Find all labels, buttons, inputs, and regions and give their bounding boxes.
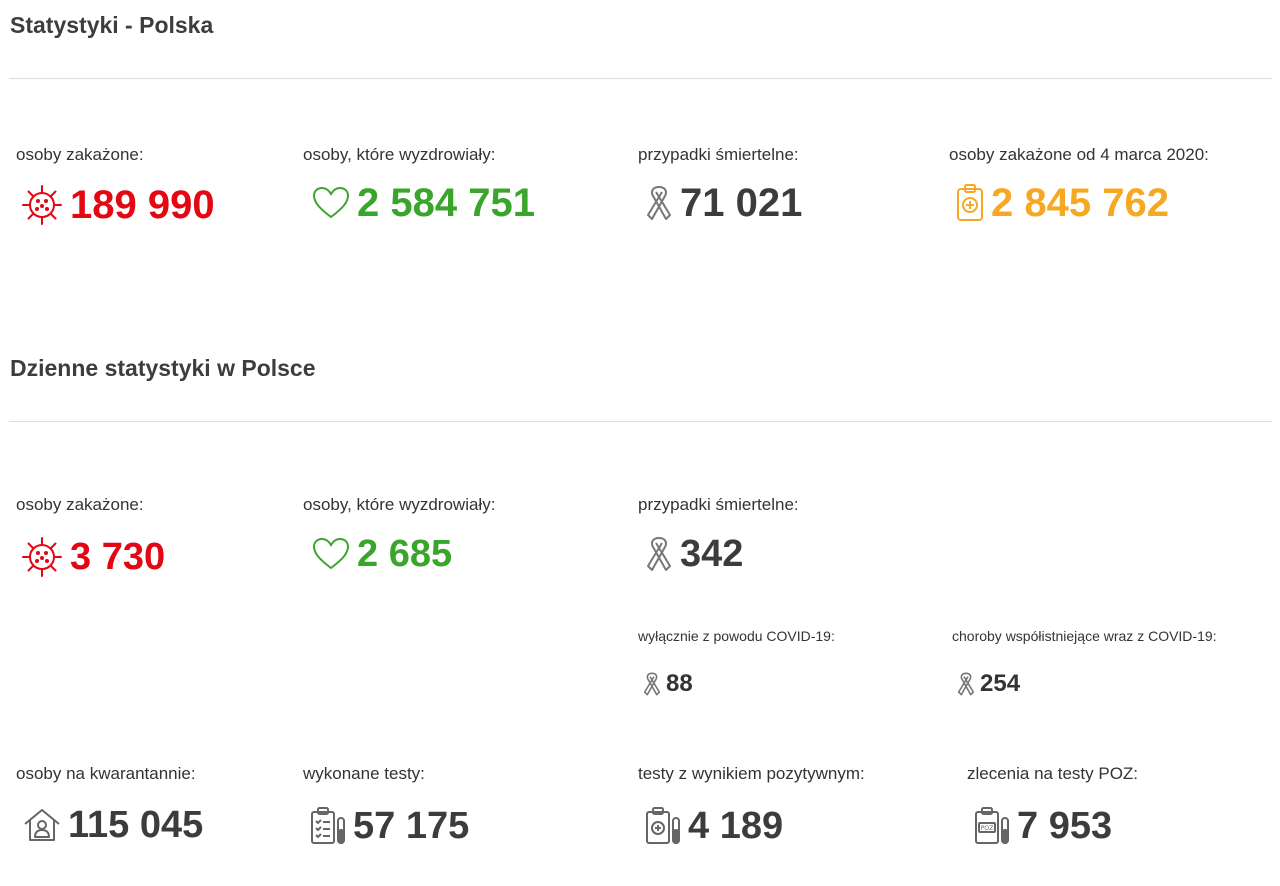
stat-label: zlecenia na testy POZ: (967, 764, 1139, 783)
stat-value: 2 685 (357, 533, 453, 575)
stat-label: testy z wynikiem pozytywnym: (638, 764, 865, 783)
virus-icon (20, 535, 64, 579)
stat-label: przypadki śmiertelne: (638, 495, 799, 514)
stat-total-recovered: osoby, które wyzdrowiały: 2 584 751 (303, 145, 535, 223)
heart-icon (311, 536, 351, 572)
stat-label: wyłącznie z powodu COVID-19: (638, 628, 835, 644)
ribbon-icon (644, 184, 674, 222)
virus-icon (20, 183, 64, 227)
stat-daily-recovered: osoby, które wyzdrowiały: 2 685 (303, 495, 495, 573)
stat-label: osoby na kwarantannie: (16, 764, 196, 783)
stat-daily-poz-orders: zlecenia na testy POZ: POZ 7 953 (967, 764, 1138, 846)
stat-daily-deaths-comorbid: choroby współistniejące wraz z COVID-19:… (952, 628, 1217, 698)
stat-value: 4 189 (688, 805, 784, 847)
test-positive-icon (644, 806, 682, 846)
stat-daily-tests: wykonane testy: 57 175 (303, 764, 469, 846)
heart-icon (311, 185, 351, 221)
stat-label: osoby, które wyzdrowiały: (303, 495, 496, 514)
stat-label: choroby współistniejące wraz z COVID-19: (952, 628, 1217, 644)
section-title-poland: Statystyki - Polska (10, 12, 214, 38)
house-person-icon (22, 807, 62, 843)
stat-daily-quarantine: osoby na kwarantannie: 115 045 (16, 764, 203, 844)
ribbon-icon (956, 671, 976, 697)
stat-value: 342 (680, 533, 744, 575)
stat-label: osoby zakażone: (16, 495, 144, 514)
ribbon-icon (644, 535, 674, 573)
stat-label: wykonane testy: (303, 764, 425, 783)
divider (9, 421, 1272, 422)
stat-value: 2 845 762 (991, 181, 1169, 225)
stat-daily-deaths-covid-only: wyłącznie z powodu COVID-19: 88 (638, 628, 835, 698)
stat-value: 3 730 (70, 536, 166, 578)
stat-value: 254 (980, 670, 1021, 697)
stat-total-infected: osoby zakażone: 189 990 (16, 145, 215, 227)
stat-daily-infected: osoby zakażone: 3 730 (16, 495, 165, 579)
stat-value: 57 175 (353, 805, 470, 847)
test-poz-icon: POZ (973, 806, 1011, 846)
stat-value: 7 953 (1017, 805, 1113, 847)
ribbon-icon (642, 671, 662, 697)
stat-value: 71 021 (680, 181, 803, 225)
stat-label: przypadki śmiertelne: (638, 145, 799, 164)
stat-total-since-march: osoby zakażone od 4 marca 2020: 2 845 76… (949, 145, 1209, 223)
stat-total-deaths: przypadki śmiertelne: 71 021 (638, 145, 802, 223)
test-clipboard-icon (309, 806, 347, 846)
stat-value: 2 584 751 (357, 181, 535, 225)
section-title-daily: Dzienne statystyki w Polsce (10, 355, 316, 381)
stat-value: 115 045 (68, 804, 204, 846)
divider (9, 78, 1272, 79)
stat-label: osoby zakażone od 4 marca 2020: (949, 145, 1209, 164)
svg-text:POZ: POZ (981, 825, 993, 832)
clipboard-plus-icon (955, 183, 985, 223)
stat-daily-deaths: przypadki śmiertelne: 342 (638, 495, 799, 573)
stat-daily-positive-tests: testy z wynikiem pozytywnym: 4 189 (638, 764, 865, 846)
stat-label: osoby zakażone: (16, 145, 144, 164)
stat-label: osoby, które wyzdrowiały: (303, 145, 496, 164)
stat-value: 189 990 (70, 183, 215, 227)
stat-value: 88 (666, 670, 693, 697)
